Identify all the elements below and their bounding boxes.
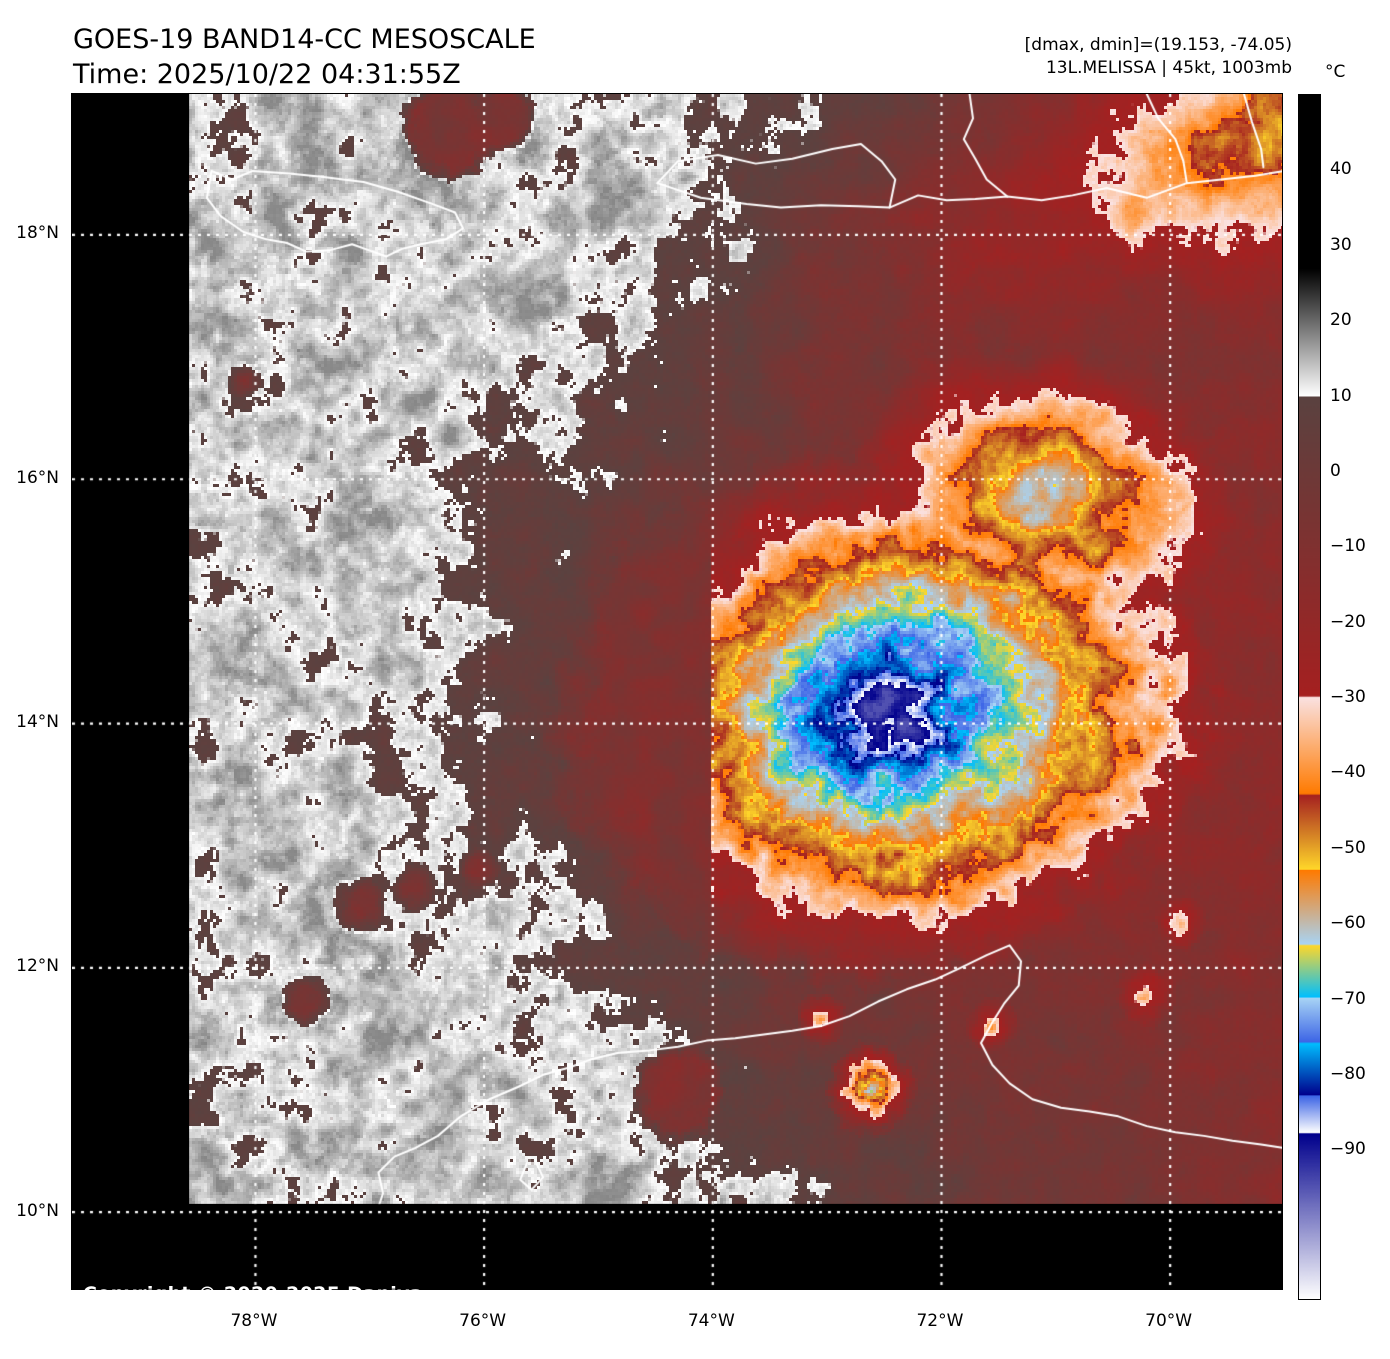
colorbar-unit-label: °C [1325, 62, 1346, 82]
colorbar-gradient [1299, 95, 1320, 1299]
x-tick-label-4: 70°W [1145, 1311, 1193, 1331]
colorbar-tick-13: −90 [1330, 1139, 1366, 1160]
colorbar-tick-7: −30 [1330, 687, 1366, 707]
colorbar-tick-5: −10 [1330, 536, 1366, 557]
y-tick-label-2: 14°N [16, 712, 59, 733]
colorbar-tick-1: 30 [1330, 234, 1352, 255]
colorbar-tick-3: 10 [1330, 385, 1352, 406]
colorbar-tick-10: −60 [1330, 913, 1366, 934]
x-tick-label-3: 72°W [916, 1311, 964, 1331]
colorbar-tick-11: −70 [1330, 988, 1366, 1009]
colorbar-tick-2: 20 [1330, 310, 1352, 331]
time-text: Time: 2025/10/22 04:31:55Z [73, 59, 461, 91]
colorbar-tick-4: 0 [1330, 460, 1341, 481]
y-tick-label-1: 16°N [16, 467, 59, 488]
temperature-colorbar[interactable] [1298, 94, 1321, 1300]
x-tick-label-1: 76°W [459, 1311, 507, 1331]
colorbar-tick-0: 40 [1330, 159, 1352, 180]
latlon-grid-overlay [72, 94, 1282, 1289]
colorbar-tick-9: −50 [1330, 837, 1366, 858]
x-tick-label-2: 74°W [687, 1311, 735, 1331]
y-tick-label-4: 10°N [16, 1200, 59, 1221]
colorbar-tick-8: −40 [1330, 762, 1366, 783]
y-tick-label-0: 18°N [16, 223, 59, 244]
x-tick-label-0: 78°W [230, 1311, 278, 1331]
dminmax-text: [dmax, dmin]=(19.153, -74.05) [1024, 35, 1292, 55]
metadata-block: [dmax, dmin]=(19.153, -74.05) 13L.MELISS… [1025, 34, 1292, 80]
colorbar-tick-12: −80 [1330, 1063, 1366, 1084]
title-text: GOES-19 BAND14-CC MESOSCALE [73, 24, 536, 55]
page-title: GOES-19 BAND14-CC MESOSCALE Time: 2025/1… [73, 22, 536, 92]
colorbar-tick-6: −20 [1330, 611, 1366, 632]
y-tick-label-3: 12°N [16, 956, 59, 977]
satellite-image-plot[interactable] [71, 93, 1283, 1290]
copyright-text: Copyright © 2020-2025 Dapiya [83, 1283, 423, 1305]
storm-info-text: 13L.MELISSA | 45kt, 1003mb [1045, 57, 1292, 78]
